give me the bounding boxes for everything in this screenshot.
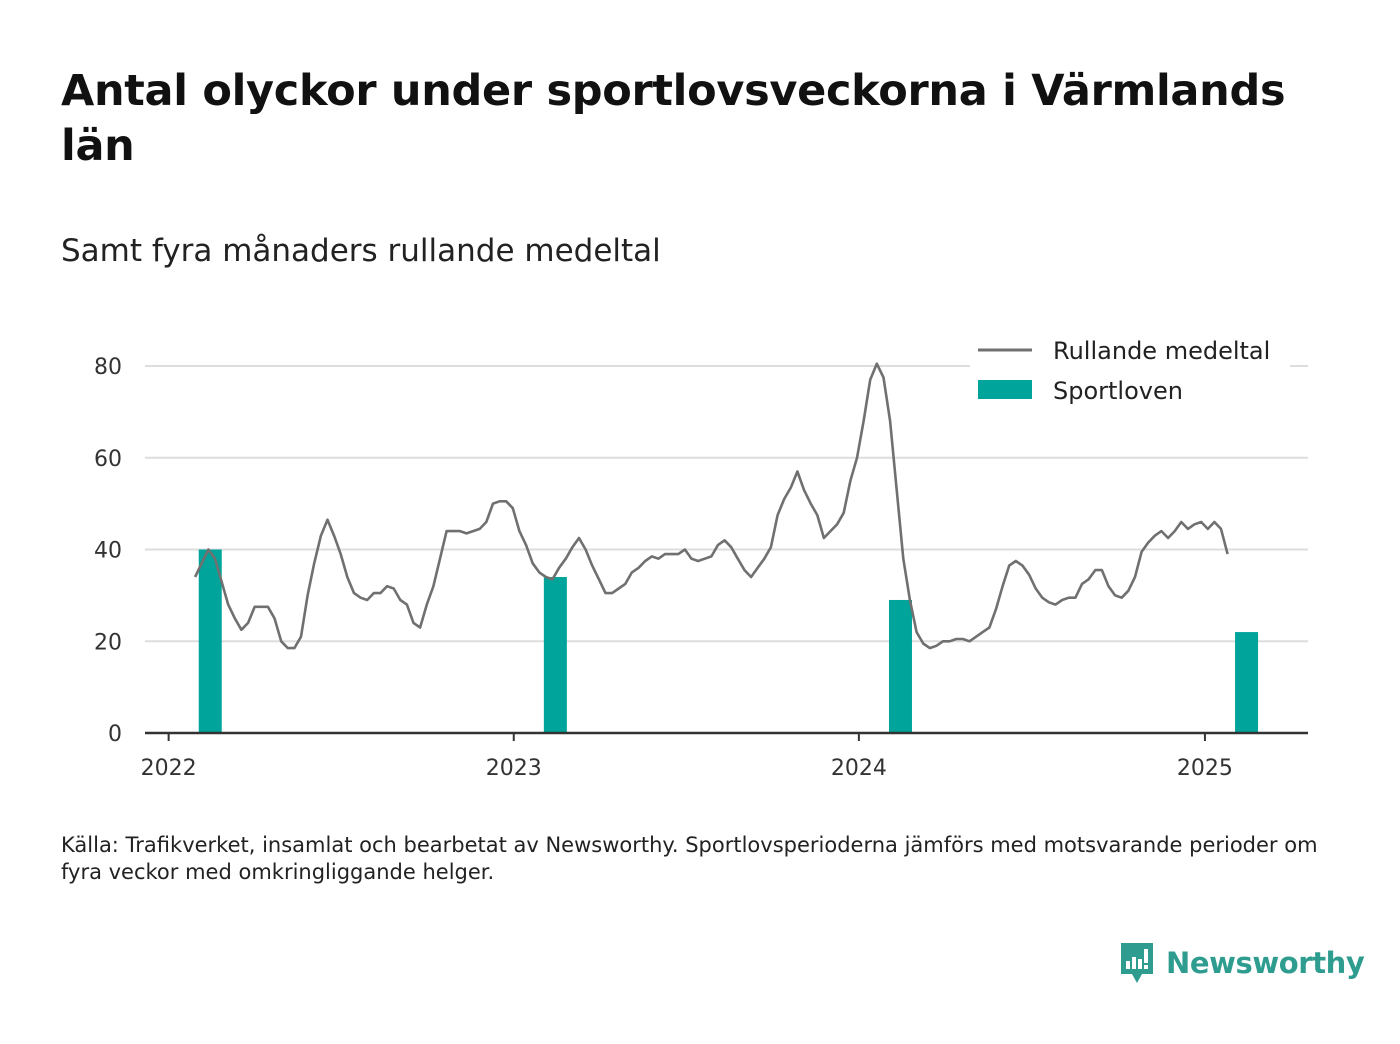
newsworthy-logo-icon (1121, 943, 1153, 983)
chart-title: Antal olyckor under sportlovsveckorna i … (61, 66, 1286, 171)
accident-chart: 0 20 40 60 80 2022 2023 2024 2025 Rullande medel… (94, 333, 1308, 781)
axes: 0 20 40 60 80 2022 2023 2024 2025 (94, 355, 1308, 781)
y-tick-label: 40 (94, 539, 122, 564)
brand-logo: Newsworthy (1118, 938, 1365, 988)
source-note: Källa: Trafikverket, insamlat och bearbe… (61, 833, 1318, 884)
bar-sportloven (1235, 632, 1259, 733)
x-tick-label: 2023 (486, 756, 542, 781)
line-rullande-medeltal-path (193, 362, 1229, 650)
y-tick-label: 80 (94, 355, 122, 380)
line-rullande-medeltal (193, 362, 1229, 650)
x-tick-label: 2024 (831, 756, 887, 781)
x-tick-label: 2022 (141, 756, 197, 781)
bar-sportloven (888, 599, 912, 733)
chart-subtitle: Samt fyra månaders rullande medeltal (61, 233, 661, 269)
brand-name: Newsworthy (1166, 946, 1365, 980)
legend: Rullande medeltal Sportloven (970, 333, 1290, 423)
legend-label-bar: Sportloven (1053, 377, 1183, 405)
bar-sportloven (543, 577, 567, 733)
bars-sportloven (198, 549, 1259, 733)
legend-bar-swatch (978, 380, 1032, 399)
legend-background (970, 333, 1290, 423)
y-tick-label: 0 (108, 722, 122, 747)
x-tick-label: 2025 (1177, 756, 1233, 781)
y-tick-label: 20 (94, 630, 122, 655)
bar-sportloven (198, 549, 222, 733)
legend-label-line: Rullande medeltal (1053, 337, 1270, 365)
y-tick-label: 60 (94, 447, 122, 472)
